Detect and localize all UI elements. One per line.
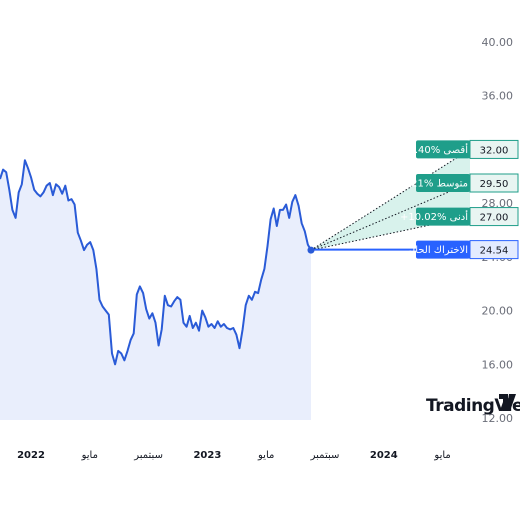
x-axis: 2022 مايو سبتمبر 2023 مايو سبتمبر 2024 مايو [17,450,451,461]
x-tick-label: سبتمبر [310,450,340,461]
current-price-tag-value: 24.54 [480,246,509,257]
price-line [0,159,312,366]
forecast-tag-average-value-bg [469,173,519,193]
x-tick-label: سبتمبر [133,450,163,461]
y-tick-label: 12.00 [482,412,514,425]
forecast-fan [307,149,471,254]
forecast-tag-high-label: +30.40% أقصى [394,143,468,156]
current-price-tag-value-bg [469,240,519,260]
current-price-tag-label-bg [416,240,470,259]
tradingview-logo: TradingView [426,394,520,416]
forecast-line-low [310,216,471,251]
x-tick-label: 2024 [370,450,398,461]
forecast-tag-average-value: 29.50 [480,179,509,190]
forecast-tag-average-label-bg [416,174,470,192]
forecast-tags: +30.40% أقصى 32.00 +20.21% متوسط 29.50 +10.0… [387,139,519,260]
forecast-tag-high-value-bg [469,139,519,159]
x-tick-label: مايو [257,450,274,461]
current-price-tag: الاختراك الحالي 24.54 [404,240,519,260]
forecast-tag-low-label-bg [416,207,470,226]
tradingview-logo-icon [499,394,516,411]
price-area-fill [0,160,311,420]
forecast-tag-low-label: +10.02% أدنى [400,210,468,223]
forecast-tag-high-label-bg [416,140,470,159]
y-tick-label: 40.00 [482,36,514,49]
forecast-tag-low: +10.02% أدنى 27.00 [400,207,519,227]
x-tick-label: مايو [81,450,98,461]
current-price-tag-label: الاختراك الحالي [404,245,468,256]
forecast-tag-high: +30.40% أقصى 32.00 [394,139,519,159]
x-tick-label: 2022 [17,450,45,461]
x-tick-label: 2023 [193,450,221,461]
forecast-tag-average-label: +20.21% متوسط [387,179,468,190]
y-tick-label: 36.00 [482,90,514,103]
tradingview-wordmark: TradingView [426,396,520,416]
forecast-tag-average: +20.21% متوسط 29.50 [387,173,519,193]
y-tick-label: 28.00 [482,197,514,210]
y-tick-label: 16.00 [482,358,514,371]
y-tick-label: 20.00 [482,305,514,318]
forecast-line-average [310,182,471,251]
forecast-tag-low-value: 27.00 [480,213,509,224]
forecast-tag-high-value: 32.00 [480,145,509,156]
x-tick-label: مايو [433,450,450,461]
forecast-tag-low-value-bg [469,207,519,227]
